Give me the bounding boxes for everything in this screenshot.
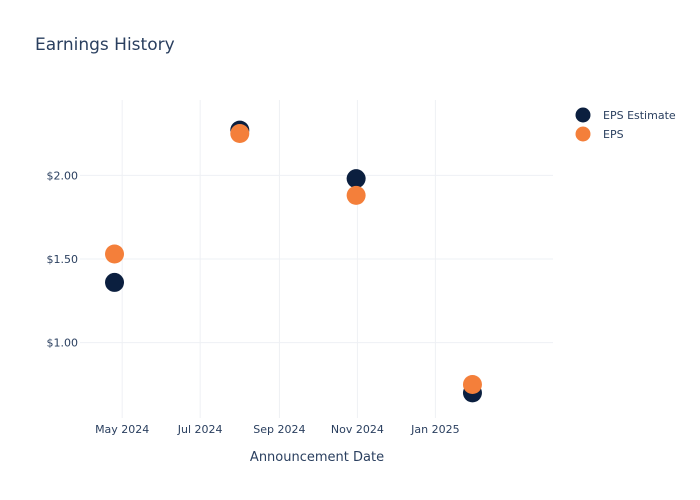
eps-estimate-point[interactable] [346, 169, 366, 189]
eps-point[interactable] [462, 375, 482, 395]
eps-point[interactable] [105, 244, 125, 264]
x-tick-label: Jan 2025 [410, 423, 459, 436]
y-tick-label: $2.00 [47, 169, 79, 182]
chart-title: Earnings History [35, 35, 175, 55]
legend-marker-eps-estimate[interactable] [575, 107, 591, 123]
data-points [105, 120, 482, 403]
eps-estimate-point[interactable] [105, 272, 125, 292]
legend[interactable]: EPS Estimate EPS [575, 107, 676, 142]
y-axis-ticks: $1.00 $1.50 $2.00 [47, 169, 79, 349]
x-tick-label: May 2024 [95, 423, 149, 436]
legend-label-eps-estimate[interactable]: EPS Estimate [603, 109, 676, 122]
x-tick-label: Sep 2024 [253, 423, 305, 436]
x-tick-label: Jul 2024 [177, 423, 223, 436]
legend-marker-eps[interactable] [575, 126, 591, 142]
eps-point[interactable] [230, 123, 250, 143]
y-tick-label: $1.50 [47, 253, 79, 266]
x-axis-ticks: May 2024 Jul 2024 Sep 2024 Nov 2024 Jan 2025 [95, 423, 460, 436]
x-tick-label: Nov 2024 [331, 423, 384, 436]
x-axis-title: Announcement Date [250, 450, 384, 465]
grid-lines [80, 100, 553, 418]
legend-label-eps[interactable]: EPS [603, 128, 624, 141]
y-tick-label: $1.00 [47, 337, 79, 350]
eps-point[interactable] [346, 185, 366, 205]
